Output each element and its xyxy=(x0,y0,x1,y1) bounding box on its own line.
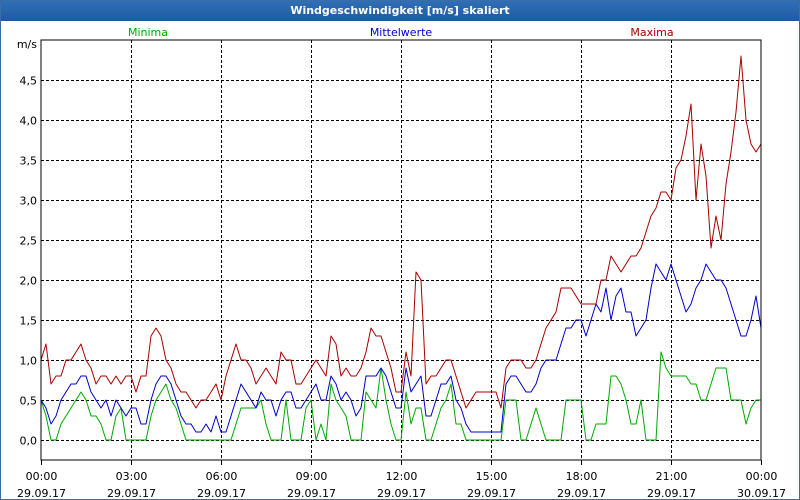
legend: Minima Mittelwerte Maxima xyxy=(128,26,674,39)
x-tick-time: 18:00 xyxy=(566,470,598,483)
legend-entry-minima: Minima xyxy=(128,26,168,39)
x-tick-time: 06:00 xyxy=(206,470,238,483)
x-tick-date: 29.09.17 xyxy=(557,487,606,499)
y-tick-label: 3,5 xyxy=(20,155,38,168)
x-tick-date: 29.09.17 xyxy=(197,487,246,499)
x-tick-date: 29.09.17 xyxy=(17,487,66,499)
x-tick-date: 29.09.17 xyxy=(647,487,696,499)
y-tick-label: 0,0 xyxy=(20,435,38,448)
y-tick-label: 0,5 xyxy=(20,395,38,408)
legend-entry-mittelwerte: Mittelwerte xyxy=(370,26,433,39)
x-tick-date: 30.09.17 xyxy=(737,487,786,499)
x-tick-date: 29.09.17 xyxy=(377,487,426,499)
x-tick-time: 15:00 xyxy=(476,470,508,483)
x-tick-time: 00:00 xyxy=(746,470,778,483)
x-tick-time: 21:00 xyxy=(656,470,688,483)
x-tick-date: 29.09.17 xyxy=(287,487,336,499)
y-tick-label: 4,0 xyxy=(20,115,38,128)
x-tick-time: 09:00 xyxy=(296,470,328,483)
wind-speed-chart: 0,0 0,5 1,0 1,5 2,0 2,5 3,0 3,5 4,0 4,5 m/s 00:00 29… xyxy=(17,26,786,499)
x-tick-time: 12:00 xyxy=(386,470,418,483)
y-axis-label: m/s xyxy=(17,38,37,51)
x-tick-time: 00:00 xyxy=(26,470,58,483)
grid xyxy=(41,40,761,460)
y-tick-label: 1,0 xyxy=(20,355,38,368)
y-tick-label: 2,5 xyxy=(20,235,38,248)
y-tick-label: 3,0 xyxy=(20,195,38,208)
y-tick-label: 2,0 xyxy=(20,275,38,288)
x-tick-date: 29.09.17 xyxy=(107,487,156,499)
y-tick-label: 1,5 xyxy=(20,315,38,328)
x-tick-time: 03:00 xyxy=(116,470,148,483)
axes: 0,0 0,5 1,0 1,5 2,0 2,5 3,0 3,5 4,0 4,5 m/s 00:00 29… xyxy=(17,38,786,499)
y-tick-label: 4,5 xyxy=(20,75,38,88)
legend-entry-maxima: Maxima xyxy=(630,26,673,39)
chart-title: Windgeschwindigkeit [m/s] skaliert xyxy=(1,1,799,21)
x-tick-date: 29.09.17 xyxy=(467,487,516,499)
